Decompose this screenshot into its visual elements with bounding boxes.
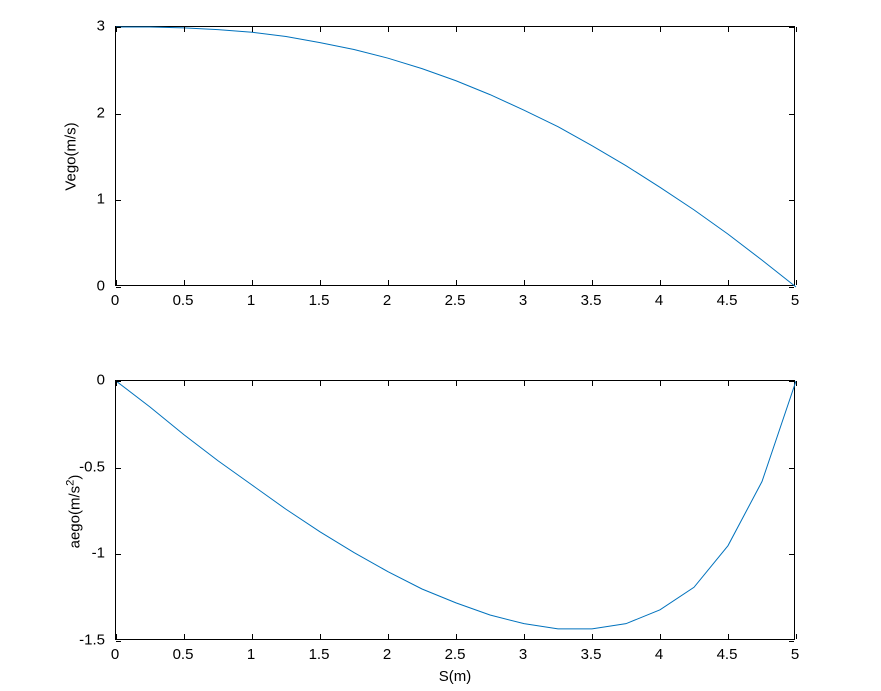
xtick-label: 1 (247, 646, 255, 663)
ytick-label: 0 (75, 278, 105, 295)
xtick-label: 2.5 (445, 646, 466, 663)
xtick-label: 2.5 (445, 292, 466, 309)
ytick-label: 1 (75, 191, 105, 208)
xtick-label: 4.5 (717, 292, 738, 309)
xtick-label: 3.5 (581, 292, 602, 309)
ytick-label: -1.5 (75, 632, 105, 649)
xtick-label: 0 (111, 292, 119, 309)
xtick-label: 0.5 (173, 292, 194, 309)
xtick-label: 0 (111, 646, 119, 663)
xtick-label: 0.5 (173, 646, 194, 663)
vego-curve (116, 27, 796, 287)
xtick-label: 1.5 (309, 646, 330, 663)
aego-curve (116, 381, 796, 641)
xtick-label: 3 (519, 292, 527, 309)
plot-area-2 (115, 380, 795, 640)
xtick-label: 5 (791, 292, 799, 309)
figure: 0 0.5 1 1.5 2 2.5 3 3.5 4 4.5 5 0 1 2 3 Vego(m/s) 0 0.… (0, 0, 881, 691)
xlabel-s: S(m) (439, 668, 472, 685)
xtick-label: 2 (383, 292, 391, 309)
xtick-label: 1 (247, 292, 255, 309)
ylabel-aego: aego(m/s2) (64, 475, 83, 549)
xtick-label: 4 (655, 646, 663, 663)
ytick-label: 0 (75, 372, 105, 389)
xtick-label: 4.5 (717, 646, 738, 663)
xtick-label: 4 (655, 292, 663, 309)
xtick-label: 2 (383, 646, 391, 663)
xtick-label: 3 (519, 646, 527, 663)
ytick-label: 3 (75, 18, 105, 35)
xtick-label: 3.5 (581, 646, 602, 663)
ytick-label: -0.5 (75, 458, 105, 475)
ylabel-vego: Vego(m/s) (63, 122, 80, 190)
plot-area-1 (115, 26, 795, 286)
ytick-label: 2 (75, 104, 105, 121)
xtick-label: 5 (791, 646, 799, 663)
xtick-label: 1.5 (309, 292, 330, 309)
